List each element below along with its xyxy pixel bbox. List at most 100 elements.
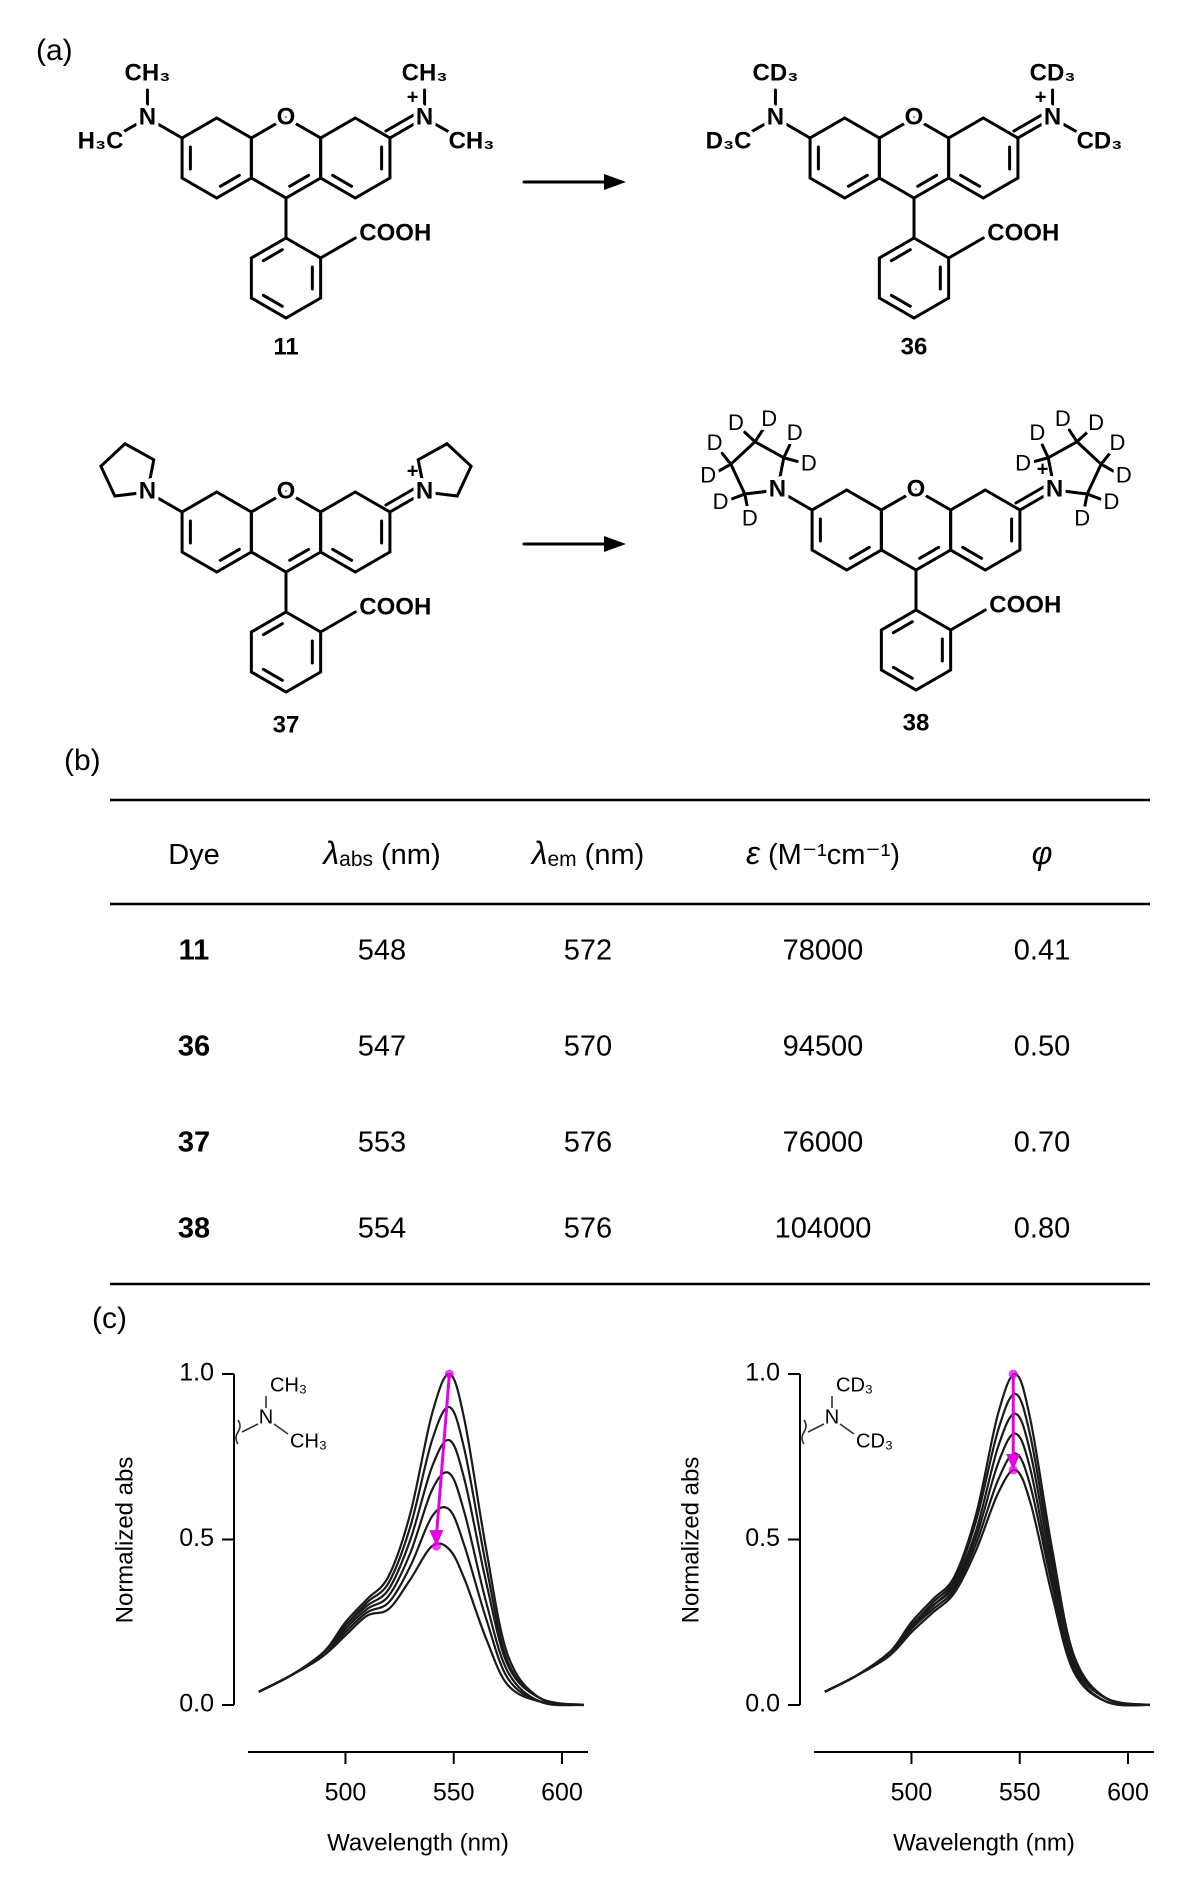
table-cell: 547 [358,1031,406,1063]
table-cell: 553 [358,1127,406,1159]
bond [961,545,984,560]
bond [1075,430,1089,444]
spectrum-line [824,1468,1150,1707]
bond [1012,109,1051,133]
bond [720,451,733,466]
bond [288,173,311,188]
atom-label: D [1015,450,1031,475]
table-cell: 576 [564,1213,612,1245]
ring [947,116,1020,200]
table-cell: 548 [358,935,406,967]
bond [891,665,914,680]
bond [730,492,747,501]
bond [261,622,284,637]
arrow [434,1373,451,1537]
bond [889,248,912,263]
y-axis-title: Normalized abs [677,1457,704,1624]
atom-label: COOH [989,591,1061,618]
table-cell: 76000 [783,1127,864,1159]
compound-number: 37 [273,711,300,738]
charge: + [1035,86,1047,108]
header-sub: em [547,848,576,871]
bond [1083,492,1089,510]
atom-label: D [1088,410,1104,435]
bond [331,173,354,188]
bond [388,116,427,140]
atom-label: D [713,489,729,514]
bond [846,173,869,188]
arrow-point [1008,1369,1018,1379]
spectrum-line [258,1506,584,1707]
bond [423,116,455,136]
panel-label: (a) [36,34,73,67]
atom-label: N [139,103,156,130]
ring [949,488,1022,572]
arrow-point [1008,1465,1018,1475]
table-cell: 570 [564,1031,612,1063]
inset-label: CD₃ [856,1430,893,1452]
y-tick-label: 1.0 [179,1359,214,1387]
bond [947,236,985,260]
bond [261,667,284,682]
table-header: Dye [168,839,220,871]
bond [261,248,284,263]
table-cell: 104000 [775,1213,872,1245]
bond [261,293,284,308]
bond [743,492,749,510]
spectrum-line [824,1372,1150,1707]
y-tick-label: 0.5 [179,1524,214,1552]
atom-label: D [742,505,758,530]
bond [288,547,311,562]
spectrum-line [258,1438,584,1707]
atom-label: D [1055,406,1071,431]
bond [1014,481,1053,505]
atom-label: N [1046,475,1063,502]
ring [319,490,392,574]
panel-label: (c) [92,1302,127,1335]
panel-label: (b) [64,744,101,777]
bond [1040,443,1050,460]
table-cell: 37 [178,1127,210,1159]
ring [180,490,253,574]
header-unit: (nm) [585,839,645,871]
bond [1099,462,1115,473]
bond [145,490,184,514]
atom-label: D [801,450,817,475]
table-cell: 78000 [783,935,864,967]
bond [145,116,184,140]
bond [916,173,939,188]
header-symbol: φ [1032,835,1053,871]
bond [717,462,733,473]
ring [319,116,392,200]
chart: 0.0 0.5 1.0 500 550 600 Wavelength (nm) Normali… [111,1359,588,1856]
y-tick-label: 1.0 [745,1359,780,1387]
bond [1051,116,1083,136]
x-tick-label: 500 [325,1779,367,1807]
spectrum-line [824,1412,1150,1707]
atom-label: O [907,475,926,502]
inset-label: CH₃ [270,1374,307,1396]
arrow-head [1006,1453,1021,1470]
bond [918,545,941,560]
bond [773,116,812,140]
ring [808,116,881,200]
bond [848,545,871,560]
x-axis-title: Wavelength (nm) [893,1829,1075,1856]
bond [775,488,814,512]
atom-label: N [416,103,433,130]
compound-number: 36 [901,333,928,360]
arrow-head [429,1530,444,1547]
atom-label: N [769,475,786,502]
spectrum-line [258,1542,584,1707]
atom-label: D [707,430,723,455]
arrow-point [431,1541,441,1551]
spectrum-line [258,1471,584,1707]
bond [891,620,914,635]
inset-bond [235,1419,259,1445]
atom-label: D [1104,489,1120,514]
x-tick-label: 550 [433,1779,475,1807]
header-symbol: λ [321,835,339,871]
x-axis-title: Wavelength (nm) [327,1829,509,1856]
atom-label: CH₃ [125,59,171,86]
